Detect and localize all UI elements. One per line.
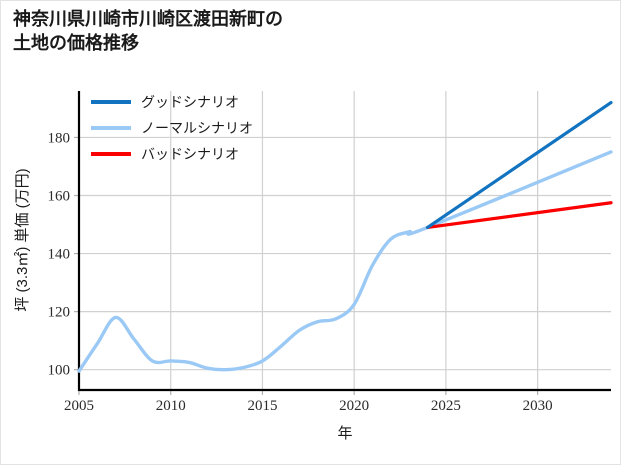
series-line xyxy=(77,150,613,373)
legend-label: バッドシナリオ xyxy=(141,146,239,162)
y-tick-label: 180 xyxy=(48,130,71,146)
x-tick-label: 2010 xyxy=(156,398,186,414)
y-tick-label: 160 xyxy=(48,189,71,205)
page-title: 神奈川県川崎市川崎区渡田新町の 土地の価格推移 xyxy=(13,9,283,53)
x-tick-label: 2030 xyxy=(523,398,553,414)
legend-label: グッドシナリオ xyxy=(141,94,239,110)
y-tick-label: 100 xyxy=(48,363,71,379)
x-axis-tick-labels: 2005 2010 2015 2020 2025 2030 xyxy=(64,398,553,414)
legend-label: ノーマルシナリオ xyxy=(141,120,253,136)
x-tick-label: 2025 xyxy=(431,398,461,414)
x-axis-title: 年 xyxy=(337,425,352,442)
y-axis-tick-labels: 100 120 140 160 180 xyxy=(48,130,71,378)
grid-lines xyxy=(79,91,611,390)
y-axis-title: 坪 (3.3㎡) 単価 (万円) xyxy=(14,168,31,311)
tick-marks xyxy=(74,136,539,395)
x-tick-label: 2020 xyxy=(339,398,369,414)
series-line xyxy=(425,101,613,230)
y-tick-label: 140 xyxy=(48,247,71,263)
series-line xyxy=(425,201,613,230)
y-tick-label: 120 xyxy=(48,305,71,321)
x-tick-label: 2005 xyxy=(64,398,94,414)
series-lines xyxy=(77,101,613,373)
axis-frame xyxy=(77,91,611,392)
x-tick-label: 2015 xyxy=(247,398,277,414)
